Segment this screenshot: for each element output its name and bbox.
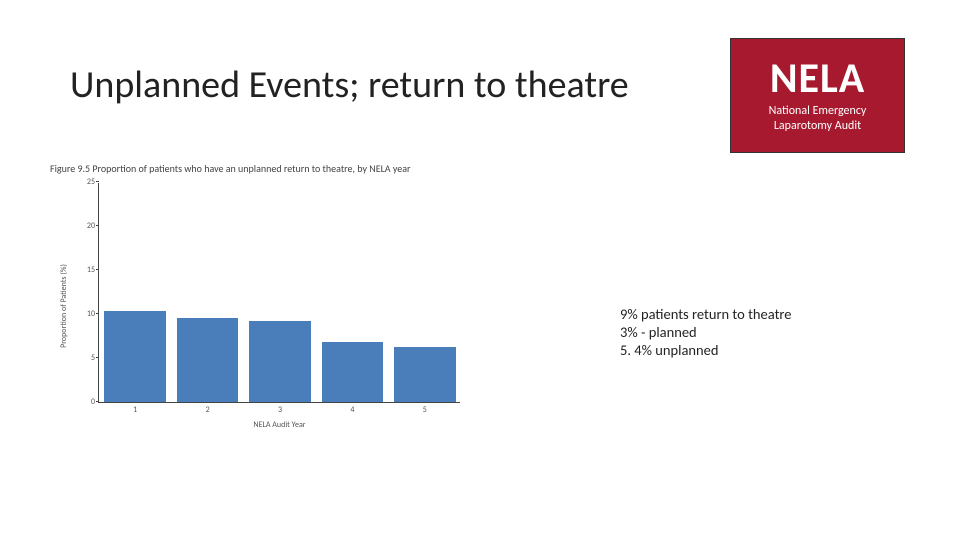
y-tick-label: 5: [91, 353, 99, 363]
bar: [177, 318, 239, 402]
figure-container: Figure 9.5 Proportion of patients who ha…: [50, 162, 480, 431]
bar: [249, 321, 311, 402]
y-tick-label: 20: [87, 221, 99, 231]
note-line-1: 9% patients return to theatre: [620, 305, 792, 323]
note-line-2: 3% - planned: [620, 323, 792, 341]
bar: [104, 311, 166, 402]
figure-caption: Figure 9.5 Proportion of patients who ha…: [50, 162, 480, 175]
y-tick-label: 10: [87, 309, 99, 319]
slide-title: Unplanned Events; return to theatre: [70, 62, 629, 108]
nela-logo: NELA National Emergency Laparotomy Audit: [730, 38, 905, 153]
y-tick-label: 15: [87, 265, 99, 275]
logo-main-text: NELA: [770, 58, 865, 100]
x-tick-label: 5: [423, 402, 427, 415]
y-tick-label: 25: [87, 177, 99, 187]
bar: [394, 347, 456, 402]
x-tick-label: 1: [133, 402, 137, 415]
note-line-3: 5. 4% unplanned: [620, 341, 792, 359]
y-tick-label: 0: [91, 397, 99, 407]
bar: [322, 342, 384, 402]
logo-sub-text: National Emergency Laparotomy Audit: [731, 104, 904, 133]
x-axis-label: NELA Audit Year: [253, 420, 305, 430]
notes-block: 9% patients return to theatre 3% - plann…: [620, 305, 792, 359]
plot-area: NELA Audit Year 051015202512345: [98, 183, 460, 403]
x-tick-label: 3: [278, 402, 282, 415]
bar-chart: Proportion of Patients (%) NELA Audit Ye…: [50, 181, 470, 431]
x-tick-label: 4: [350, 402, 354, 415]
x-tick-label: 2: [206, 402, 210, 415]
y-axis-label: Proportion of Patients (%): [59, 264, 69, 348]
